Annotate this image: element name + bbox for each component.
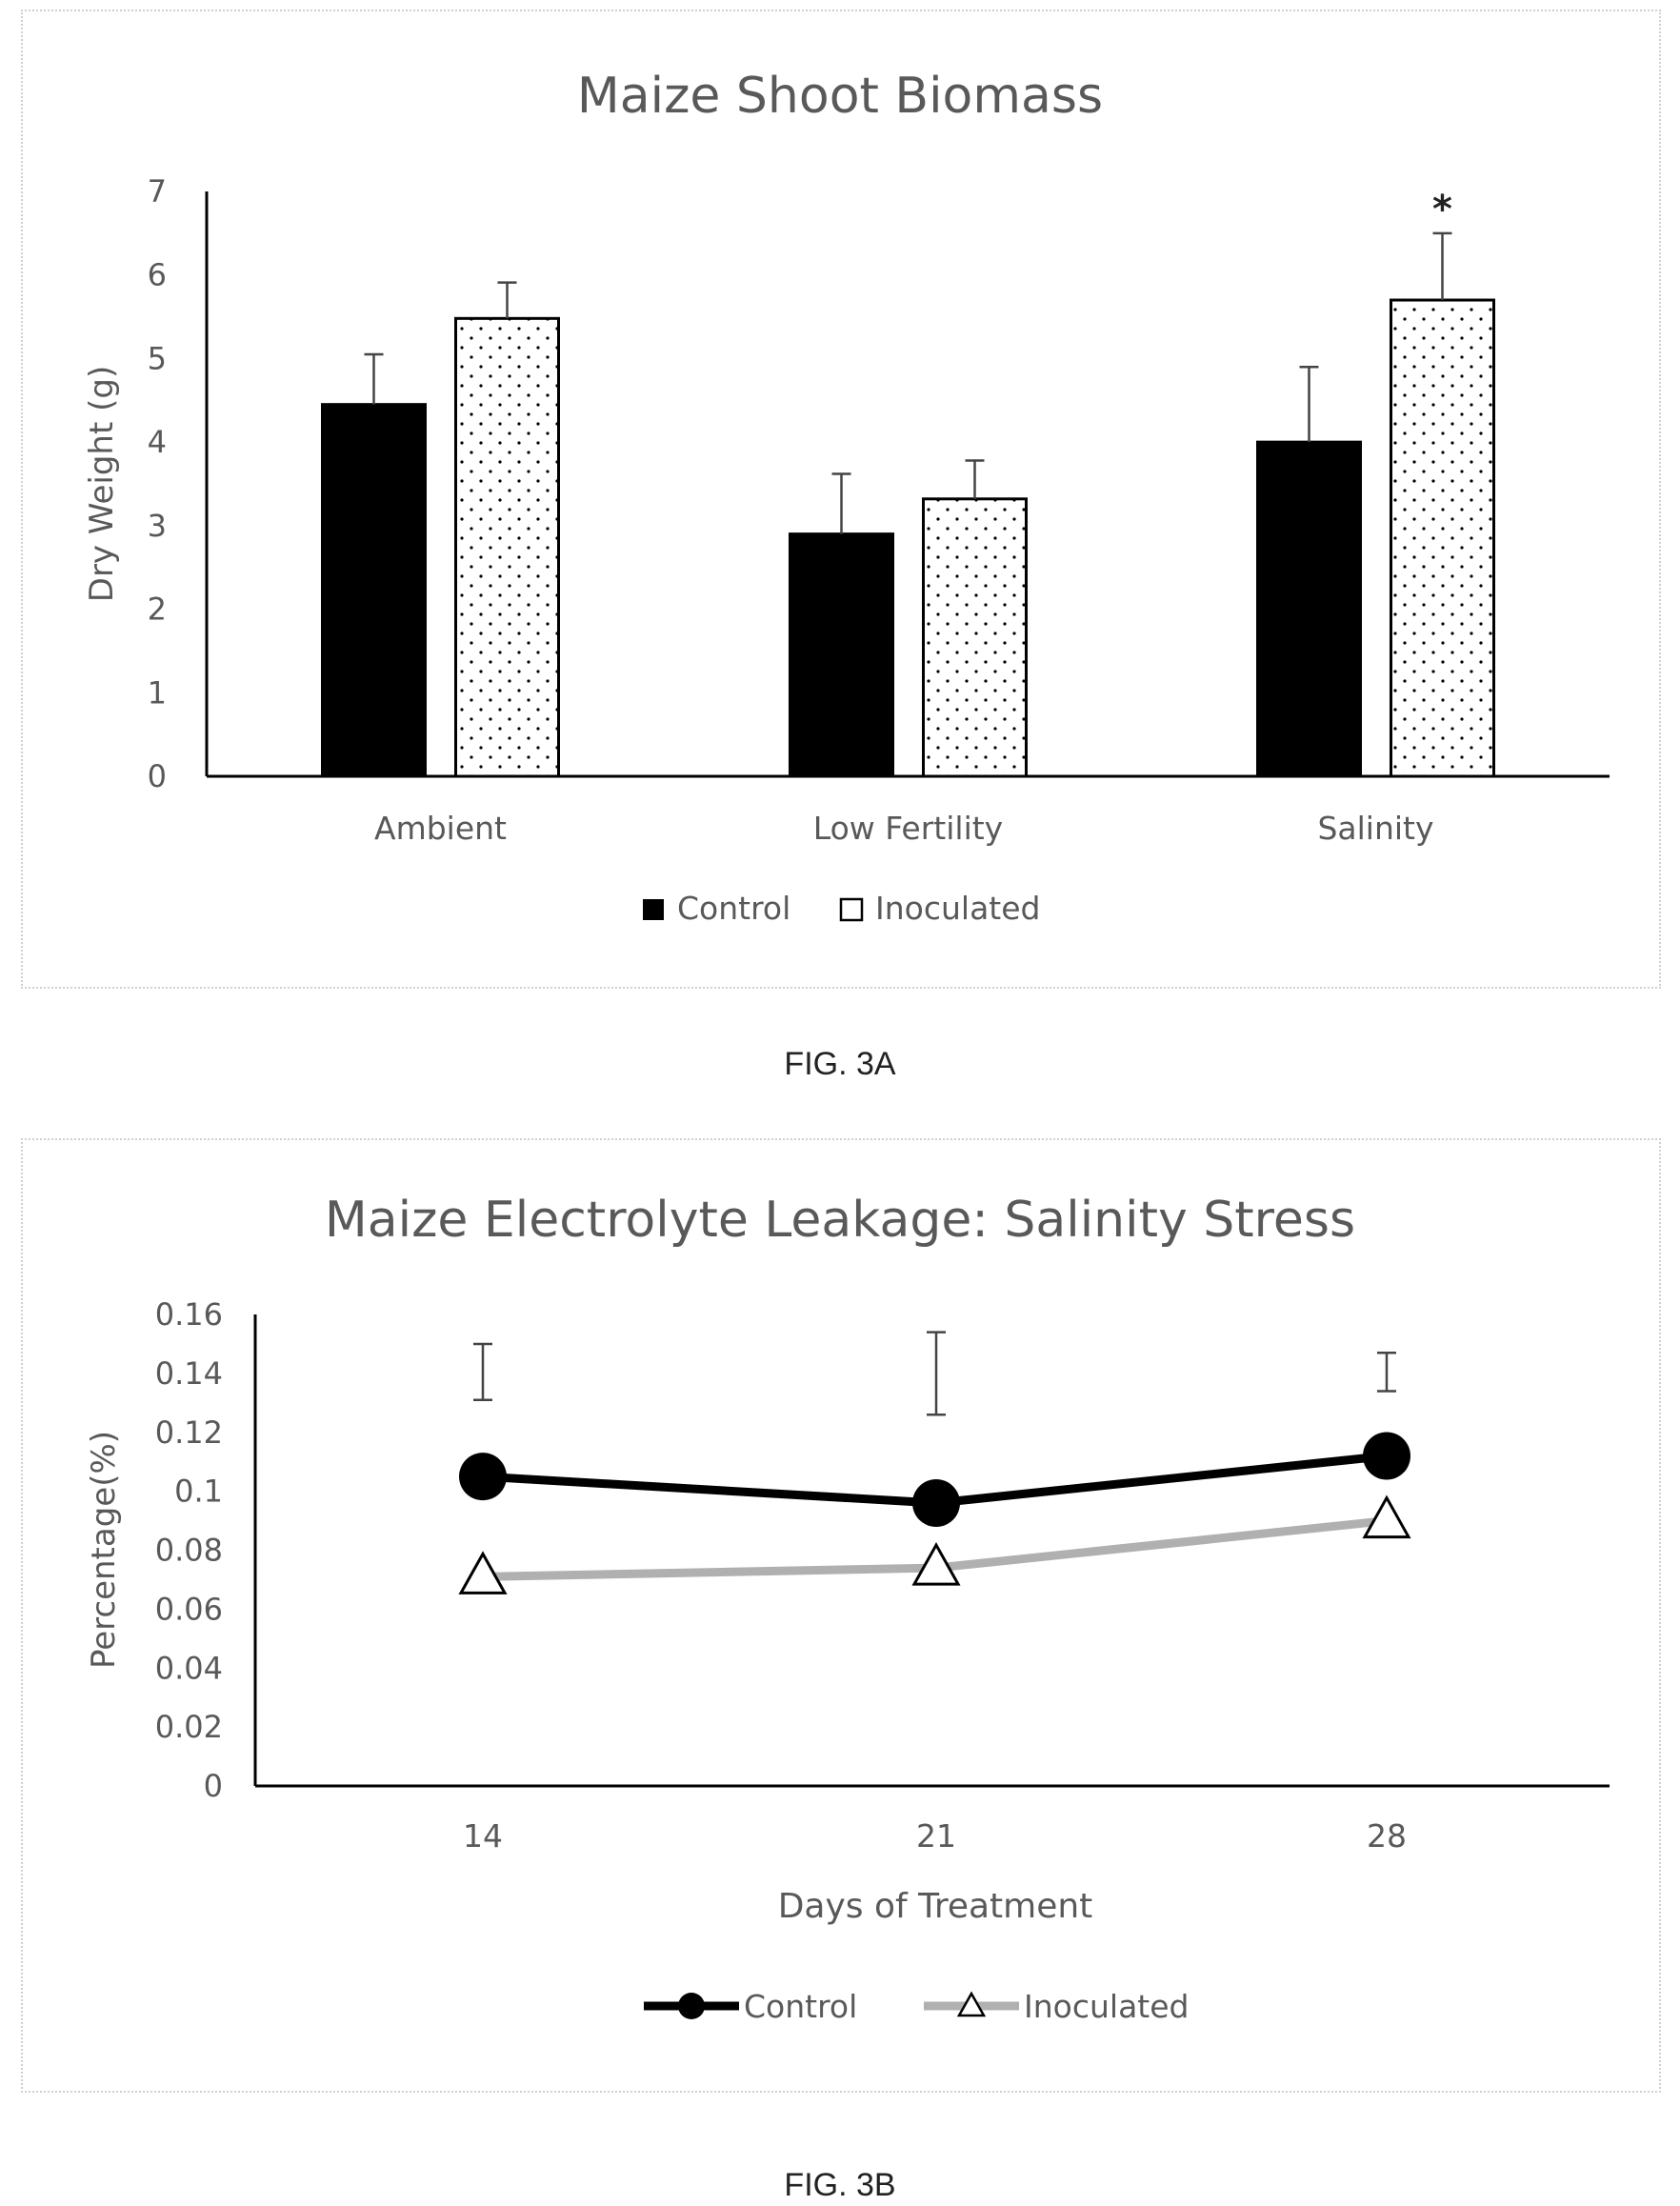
y-tick-label: 0.08 — [155, 1533, 223, 1569]
data-point-inoculated — [1362, 1494, 1411, 1539]
y-tick-label: 7 — [148, 173, 167, 210]
legend-label-control: Control — [677, 890, 790, 927]
data-point-control — [459, 1453, 507, 1501]
bar-control — [789, 532, 894, 778]
y-tick-label: 0 — [148, 758, 167, 794]
y-tick-label: 0.16 — [155, 1296, 223, 1333]
bar-control — [1256, 440, 1362, 778]
legend-swatch-inoculated — [839, 897, 864, 922]
legend-marker-inoculated — [956, 1991, 987, 2017]
x-tick-label: Ambient — [374, 810, 507, 847]
y-tick-label: 0.06 — [155, 1591, 223, 1627]
x-tick-label: Low Fertility — [813, 810, 1003, 847]
legend-label-control: Control — [744, 1988, 857, 2025]
bar-chart-shoot-biomass: Maize Shoot Biomass Dry Weight (g) 0 1 2 3 4 5 6… — [83, 68, 1610, 927]
y-tick-label: 3 — [148, 508, 167, 544]
y-tick-label: 1 — [148, 674, 167, 711]
x-tick-label: 14 — [463, 1817, 503, 1855]
y-tick-label: 4 — [148, 424, 167, 460]
x-tick-label: Salinity — [1317, 810, 1433, 847]
y-axis-label: Dry Weight (g) — [83, 366, 121, 602]
line-chart-electrolyte-leakage: Maize Electrolyte Leakage: Salinity Stre… — [85, 1192, 1610, 2025]
chart-panel-shoot-biomass — [21, 10, 1661, 989]
figure-caption-3a: FIG. 3A — [784, 1046, 896, 1082]
legend-swatch-control — [643, 899, 664, 920]
chart-title: Maize Electrolyte Leakage: Salinity Stre… — [325, 1192, 1355, 1249]
y-tick-label: 6 — [148, 257, 167, 293]
y-tick-label: 0.04 — [155, 1650, 223, 1686]
data-point-inoculated — [458, 1551, 508, 1594]
x-tick-label: 28 — [1367, 1817, 1407, 1855]
y-tick-label: 0.12 — [155, 1414, 223, 1451]
significance-annotation: * — [1432, 188, 1452, 231]
figure-caption-3b: FIG. 3B — [784, 2167, 896, 2203]
chart-title: Maize Shoot Biomass — [577, 68, 1103, 125]
bar-control — [321, 403, 427, 778]
legend-label-inoculated: Inoculated — [1024, 1988, 1189, 2025]
legend-label-inoculated: Inoculated — [875, 890, 1040, 927]
data-point-inoculated — [911, 1541, 961, 1586]
x-axis-label: Days of Treatment — [778, 1887, 1093, 1926]
bar-inoculated — [454, 316, 560, 778]
bar-inoculated — [922, 497, 1028, 778]
y-tick-label: 0.02 — [155, 1709, 223, 1745]
data-point-control — [912, 1479, 960, 1527]
data-point-control — [1363, 1432, 1410, 1480]
bar-inoculated — [1390, 298, 1495, 778]
y-tick-label: 0.1 — [174, 1474, 223, 1510]
chart-panel-electrolyte-leakage — [21, 1138, 1661, 2093]
y-tick-label: 5 — [148, 340, 167, 376]
y-tick-label: 2 — [148, 592, 167, 628]
y-tick-label: 0 — [204, 1768, 223, 1804]
legend-marker-control — [678, 1993, 705, 2019]
x-tick-label: 21 — [916, 1817, 956, 1855]
y-tick-label: 0.14 — [155, 1355, 223, 1392]
y-axis-label: Percentage(%) — [85, 1431, 123, 1669]
